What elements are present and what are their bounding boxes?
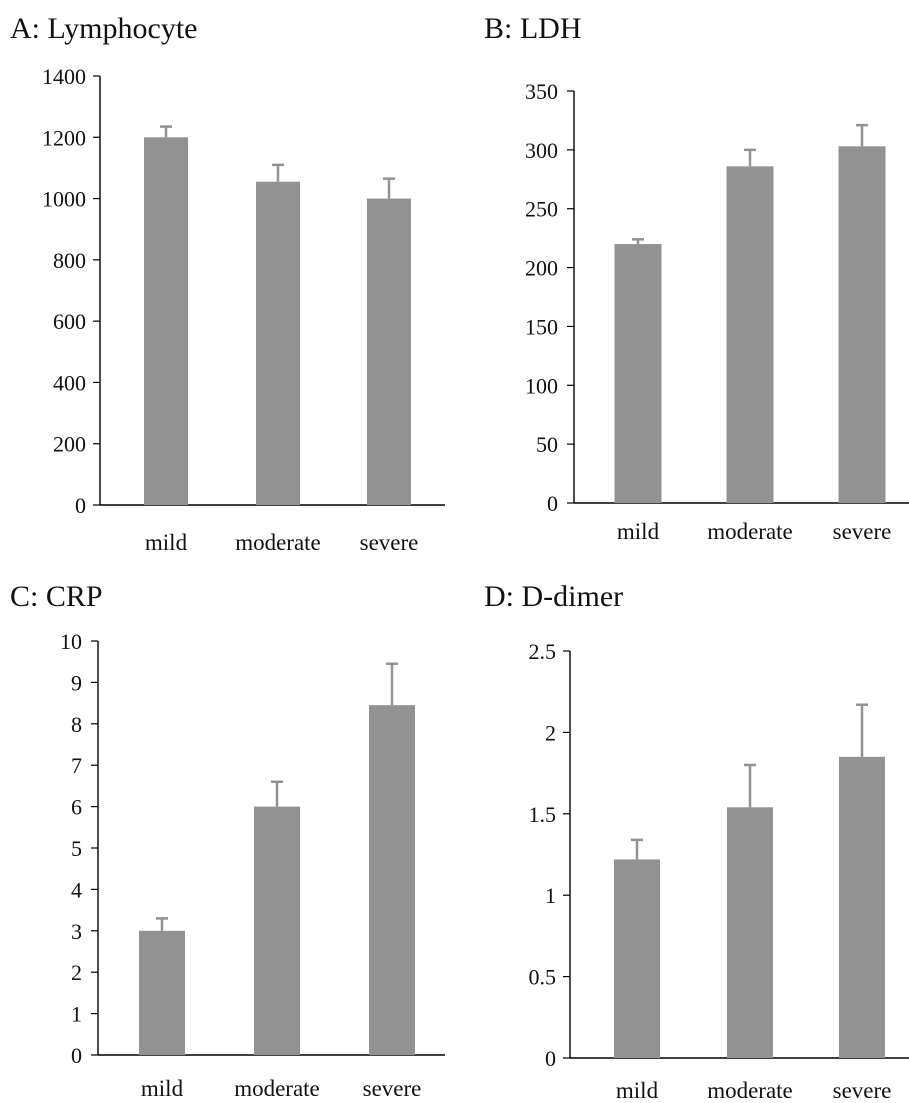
chart-c-bar-mild [139,930,185,1055]
chart-a-bar-moderate [256,181,300,506]
chart-c-ytick-label: 9 [71,670,82,695]
chart-d-bar-severe [839,756,885,1058]
chart-d-ytick-label: 2 [545,720,556,745]
chart-d-bar-moderate [727,807,773,1058]
chart-a-category-label: moderate [235,530,321,555]
chart-b-ytick-label: 350 [525,79,558,104]
chart-c-ytick-label: 1 [71,1002,82,1027]
chart-b-panel: B: LDH 0 50 100 150 200 250 300 350 mild moderate s… [484,12,909,544]
chart-a-ytick-label: 1200 [42,125,86,150]
chart-d-title: D: D-dimer [484,580,623,613]
chart-c-ytick-label: 6 [71,795,82,820]
chart-d-bar-mild [614,859,660,1058]
chart-c-title: C: CRP [10,580,103,613]
chart-c-ytick-label: 3 [71,919,82,944]
chart-c-panel: C: CRP 0 1 2 3 4 5 6 7 8 9 10 mild moderate severe [10,580,445,1101]
chart-c-category-label: mild [141,1076,184,1101]
chart-c-ytick-label: 7 [71,753,82,778]
chart-b-category-label: moderate [707,519,793,544]
chart-b-bar-moderate [726,166,774,503]
chart-a-category-label: mild [145,530,188,555]
chart-b-bar-mild [614,244,662,503]
chart-a-title: A: Lymphocyte [10,12,197,45]
chart-d-category-label: mild [616,1078,659,1103]
chart-b-ytick-label: 250 [525,197,558,222]
chart-b-ytick-label: 300 [525,138,558,163]
chart-b-bar-severe [838,146,886,503]
chart-a-ytick-label: 400 [53,370,86,395]
chart-a-ytick-label: 0 [75,493,86,518]
chart-c-category-label: severe [363,1076,422,1101]
chart-b-ytick-label: 0 [547,491,558,516]
chart-a-panel: A: Lymphocyte 0 200 400 600 800 1000 1200 1400 mi… [10,12,445,555]
chart-c-ytick-label: 2 [71,960,82,985]
chart-b-title: B: LDH [484,12,582,45]
chart-d-category-label: severe [833,1078,892,1103]
chart-b-ytick-label: 100 [525,373,558,398]
chart-a-ytick-label: 1000 [42,187,86,212]
chart-b-ytick-label: 200 [525,256,558,281]
chart-a-bar-severe [367,198,411,506]
chart-a-category-label: severe [360,530,419,555]
chart-a-ytick-label: 800 [53,248,86,273]
chart-d-ytick-label: 1.5 [529,802,557,827]
chart-d-ytick-label: 1 [545,883,556,908]
chart-c-ytick-label: 5 [71,836,82,861]
chart-d-ytick-label: 2.5 [529,639,557,664]
chart-c-bar-moderate [254,806,300,1055]
chart-c-ytick-label: 10 [60,629,82,654]
chart-c-ytick-label: 8 [71,712,82,737]
chart-d-category-label: moderate [707,1078,793,1103]
chart-c-ytick-label: 0 [71,1043,82,1068]
chart-a-ytick-label: 200 [53,432,86,457]
chart-d-panel: D: D-dimer 0 0.5 1 1.5 2 2.5 mild moderate severe [484,580,909,1103]
chart-a-ytick-label: 600 [53,309,86,334]
chart-b-category-label: mild [617,519,660,544]
chart-b-ytick-label: 150 [525,314,558,339]
chart-a-bar-mild [144,137,188,506]
chart-c-ytick-label: 4 [71,877,82,902]
chart-d-ytick-label: 0.5 [529,965,557,990]
chart-b-ytick-label: 50 [536,432,558,457]
chart-d-ytick-label: 0 [545,1046,556,1071]
chart-c-category-label: moderate [234,1076,320,1101]
chart-c-bar-severe [369,705,415,1055]
chart-b-category-label: severe [833,519,892,544]
chart-a-ytick-label: 1400 [42,64,86,89]
